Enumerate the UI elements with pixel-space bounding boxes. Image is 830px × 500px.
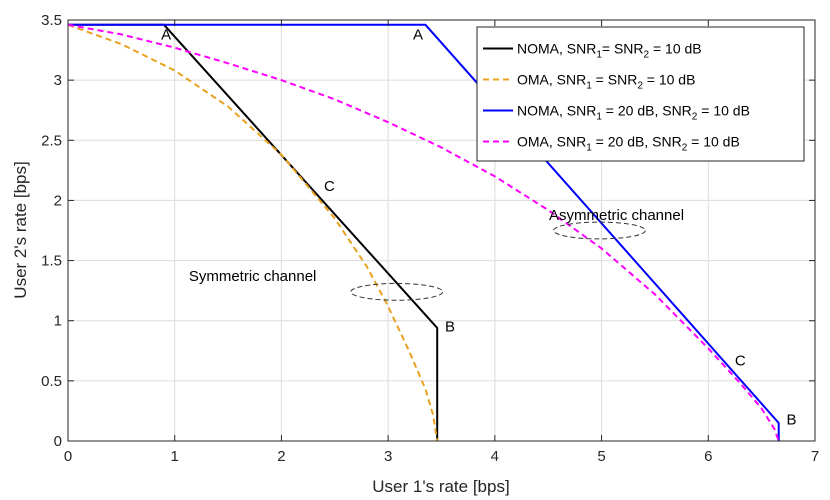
y-tick-label: 0.5: [41, 373, 62, 390]
series-line-2: [67, 23, 439, 442]
annotation-label: C: [324, 178, 335, 195]
x-axis-label: User 1's rate [bps]: [372, 477, 509, 496]
annotation-label: Symmetric channel: [189, 268, 317, 285]
annotation-label: B: [787, 411, 797, 428]
tick-labels: 0 1 2 3 4 5 6 7 0 0.5 1 1.5 2 2.5 3 3.5: [41, 12, 819, 465]
y-axis-label: User 2's rate [bps]: [11, 161, 30, 298]
y-tick-label: 3: [54, 72, 62, 89]
annotation-label: Asymmetric channel: [549, 207, 684, 224]
axis-ticks: [67, 19, 816, 442]
asymmetric-channel-ellipse: [553, 221, 646, 240]
x-tick-label: 4: [491, 448, 499, 465]
legend-label: OMA, SNR1 = SNR2 = 10 dB: [517, 72, 695, 92]
series-layer: [67, 23, 780, 442]
y-tick-label: 2: [54, 192, 62, 209]
y-tick-label: 1.5: [41, 253, 62, 270]
x-tick-label: 5: [597, 448, 605, 465]
y-tick-label: 3.5: [41, 12, 62, 29]
x-tick-label: 3: [384, 448, 392, 465]
annotation-layer: A A C C B B Symmetric channel Asymmetric channe…: [161, 26, 796, 428]
annotation-label: A: [161, 26, 171, 43]
series-line-4: [67, 23, 780, 442]
legend-label: NOMA, SNR1 = 20 dB, SNR2 = 10 dB: [517, 103, 750, 123]
x-tick-label: 0: [64, 448, 72, 465]
x-tick-label: 1: [171, 448, 179, 465]
y-tick-label: 0: [54, 433, 62, 450]
legend: NOMA, SNR1= SNR2 = 10 dB OMA, SNR1 = SNR2…: [476, 26, 805, 162]
symmetric-channel-ellipse: [350, 282, 444, 301]
x-tick-label: 7: [811, 448, 819, 465]
legend-label: OMA, SNR1 = 20 dB, SNR2 = 10 dB: [517, 134, 740, 154]
annotation-label: C: [735, 352, 746, 369]
legend-label: NOMA, SNR1= SNR2 = 10 dB: [517, 41, 702, 61]
annotation-label: B: [445, 319, 455, 336]
ellipse-layer: [350, 221, 646, 301]
x-tick-label: 2: [277, 448, 285, 465]
annotation-label: A: [413, 26, 423, 43]
legend-box: [476, 26, 805, 162]
y-tick-label: 1: [54, 313, 62, 330]
x-tick-label: 6: [704, 448, 712, 465]
series-line-3: [68, 23, 780, 441]
plot-frame: [67, 19, 816, 442]
y-tick-label: 2.5: [41, 132, 62, 149]
